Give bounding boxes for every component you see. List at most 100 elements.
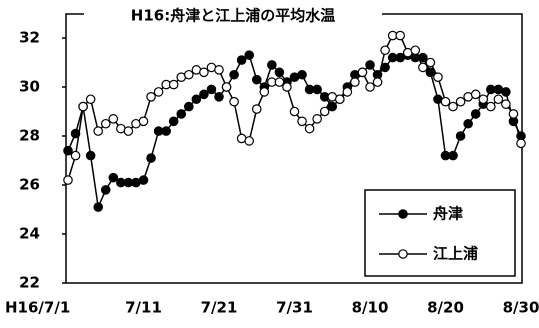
- data-point: [229, 69, 239, 80]
- data-point: [214, 65, 224, 75]
- data-point: [85, 150, 96, 161]
- x-tick-label: 7/11: [125, 299, 162, 317]
- chart-title: H16:舟津と江上浦の平均水温: [131, 7, 335, 25]
- legend-label: 江上浦: [433, 245, 478, 263]
- data-point: [433, 72, 443, 82]
- data-point: [146, 92, 156, 102]
- data-point: [493, 94, 504, 105]
- data-point: [206, 84, 217, 95]
- data-point: [327, 101, 338, 112]
- x-tick-label: 8/30: [503, 299, 539, 317]
- data-point: [470, 89, 481, 100]
- y-tick-label: 30: [19, 78, 40, 96]
- data-point: [448, 101, 458, 112]
- data-point: [184, 101, 194, 112]
- data-point: [153, 87, 164, 97]
- data-point: [199, 67, 209, 78]
- data-point: [425, 57, 436, 68]
- data-point: [251, 74, 262, 85]
- data-point: [138, 175, 149, 185]
- data-point: [93, 126, 103, 136]
- data-point: [380, 62, 390, 73]
- data-point: [418, 52, 428, 63]
- data-point: [191, 94, 202, 105]
- x-tick-label: 7/31: [276, 299, 313, 317]
- data-point: [282, 82, 292, 92]
- data-point: [70, 150, 81, 161]
- data-point: [312, 114, 322, 124]
- data-point: [244, 50, 254, 60]
- y-tick-label: 24: [19, 225, 40, 243]
- data-point: [365, 60, 375, 70]
- data-point: [418, 62, 428, 73]
- data-point: [312, 84, 322, 95]
- data-point: [146, 153, 156, 163]
- legend-box: [364, 189, 516, 277]
- data-point: [334, 94, 345, 105]
- title-background: [84, 4, 382, 26]
- data-point: [350, 77, 360, 87]
- data-point: [342, 87, 353, 97]
- x-tick-label: 8/20: [427, 299, 464, 317]
- data-point: [297, 69, 307, 80]
- data-point: [463, 118, 473, 129]
- y-tick-label: 32: [19, 29, 40, 47]
- data-point: [123, 126, 134, 136]
- data-point: [501, 99, 511, 109]
- data-point: [455, 96, 466, 107]
- data-point: [508, 109, 519, 119]
- data-point: [357, 67, 368, 78]
- data-point: [304, 123, 315, 134]
- x-tick-label: 8/10: [352, 299, 389, 317]
- data-point: [274, 77, 285, 87]
- y-tick-label: 28: [19, 127, 40, 145]
- data-point: [259, 87, 270, 97]
- data-point: [289, 106, 300, 117]
- data-point: [229, 96, 239, 107]
- data-point: [108, 114, 119, 124]
- data-point: [372, 77, 383, 87]
- data-point: [380, 45, 390, 56]
- data-point: [244, 136, 254, 146]
- data-point: [478, 94, 489, 105]
- data-point: [448, 150, 458, 161]
- x-tick-label: H16/7/1: [5, 299, 70, 317]
- data-point: [63, 175, 73, 185]
- data-point: [108, 172, 119, 183]
- data-point: [485, 101, 496, 112]
- legend-label: 舟津: [433, 205, 463, 223]
- data-point: [274, 67, 285, 78]
- data-point: [221, 82, 232, 92]
- data-point: [63, 145, 73, 156]
- y-tick-label: 22: [19, 274, 40, 292]
- data-point: [440, 96, 451, 107]
- data-point: [168, 116, 179, 127]
- data-point: [214, 92, 224, 102]
- data-point: [455, 131, 466, 141]
- data-point: [297, 116, 307, 127]
- data-point: [251, 104, 262, 114]
- data-point: [395, 30, 405, 41]
- data-point: [176, 109, 187, 119]
- x-tick-label: 7/21: [201, 299, 238, 317]
- data-point: [93, 202, 103, 212]
- data-point: [100, 118, 111, 129]
- data-point: [161, 126, 171, 136]
- data-point: [199, 89, 209, 100]
- data-point: [410, 45, 421, 56]
- legend-marker: [398, 249, 408, 259]
- data-point: [184, 69, 194, 80]
- data-point: [267, 60, 277, 70]
- data-point: [236, 55, 247, 65]
- data-point: [70, 128, 81, 139]
- data-point: [501, 87, 511, 97]
- data-point: [168, 79, 179, 90]
- data-point: [365, 82, 375, 92]
- data-point: [319, 106, 330, 117]
- data-point: [85, 94, 96, 105]
- data-point: [425, 67, 436, 78]
- legend-marker: [398, 209, 408, 219]
- y-tick-label: 26: [19, 176, 40, 194]
- data-point: [516, 138, 526, 149]
